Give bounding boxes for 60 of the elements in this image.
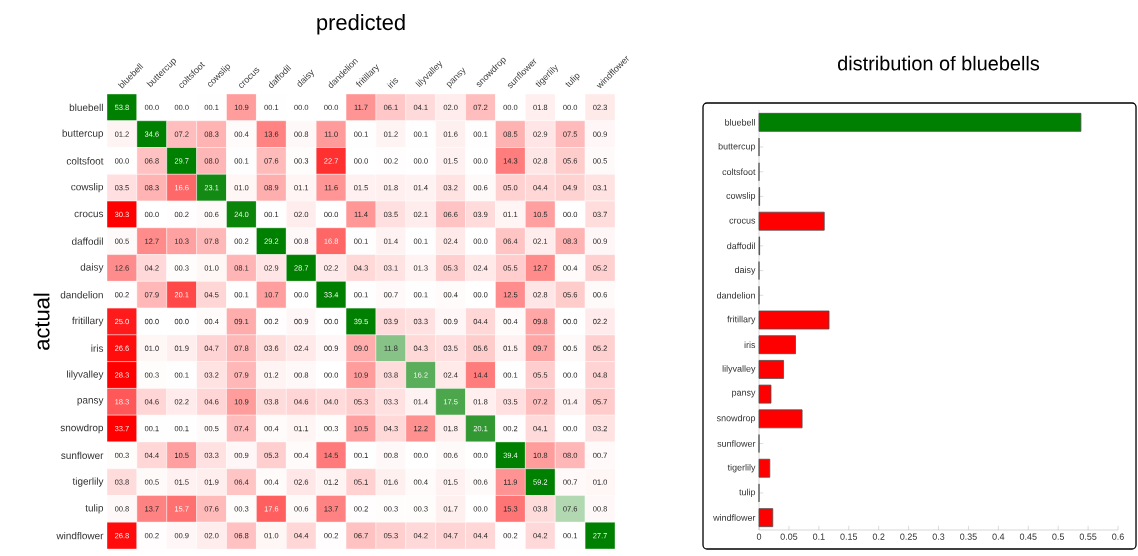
- x-tick-label: 0.55: [1079, 533, 1097, 540]
- y-tick-label: tigerlily: [72, 477, 104, 487]
- y-tick-label: daffodil: [727, 242, 755, 250]
- y-tick-label: snowdrop: [716, 414, 756, 424]
- y-tick-label: iris: [91, 344, 104, 352]
- x-tick-label: 0.45: [1019, 533, 1037, 540]
- y-tick-label: fritillary: [72, 316, 104, 327]
- y-tick-label: cowslip: [726, 192, 756, 201]
- y-tick-label: pansy: [77, 398, 104, 406]
- y-tick-label: coltsfoot: [66, 157, 104, 165]
- y-tick-label: tulip: [739, 488, 756, 498]
- bar: [758, 360, 784, 379]
- y-tick-label: daisy: [734, 266, 756, 275]
- y-axis-title: actual: [33, 293, 50, 350]
- x-axis-title: predicted: [317, 14, 405, 35]
- x-tick-label: 0: [756, 533, 762, 540]
- chart-title: distribution of bluebells: [838, 55, 1040, 71]
- y-tick-label: cowslip: [71, 183, 104, 193]
- x-tick-label: 0.4: [992, 533, 1005, 540]
- bar: [758, 409, 803, 429]
- y-tick-label: dandelion: [60, 291, 103, 299]
- y-tick-label: dandelion: [716, 292, 755, 299]
- x-tick-label: 0.25: [900, 533, 917, 540]
- x-tick-label: tulip: [565, 73, 580, 87]
- y-tick-label: tigerlily: [727, 464, 756, 473]
- y-tick-label: bluebell: [725, 119, 755, 126]
- y-tick-label: snowdrop: [60, 423, 104, 434]
- bar: [758, 335, 796, 355]
- y-tick-label: lilyvalley: [722, 365, 756, 374]
- y-tick-label: tulip: [85, 504, 104, 514]
- x-tick-label: 0.2: [872, 533, 885, 540]
- y-tick-label: iris: [744, 341, 756, 349]
- y-tick-label: fritillary: [727, 315, 756, 325]
- x-tick-label: 0.35: [960, 533, 977, 540]
- x-tick-label: 0.1: [812, 533, 825, 540]
- bar: [758, 384, 772, 404]
- y-tick-label: windflower: [713, 514, 756, 521]
- x-tick-label: 0.6: [1112, 533, 1124, 540]
- x-tick-label: 0.05: [780, 533, 798, 540]
- x-tick-label: 0.15: [840, 533, 858, 540]
- x-tick-label: iris: [386, 78, 399, 89]
- y-tick-label: daisy: [80, 263, 104, 273]
- y-tick-label: coltsfoot: [722, 168, 756, 176]
- y-tick-label: crocus: [729, 218, 756, 224]
- bar: [758, 458, 771, 478]
- bar: [758, 211, 825, 231]
- y-tick-label: buttercup: [62, 129, 104, 139]
- bar: [758, 508, 774, 528]
- y-tick-label: pansy: [732, 390, 756, 398]
- y-tick-label: crocus: [74, 211, 104, 218]
- y-tick-label: buttercup: [718, 142, 756, 152]
- y-tick-label: daffodil: [71, 237, 103, 245]
- bar: [758, 112, 1082, 132]
- y-tick-label: sunflower: [717, 440, 756, 447]
- bar: [758, 310, 830, 330]
- y-tick-label: sunflower: [61, 451, 104, 459]
- y-tick-label: bluebell: [69, 103, 103, 112]
- y-tick-label: lilyvalley: [67, 370, 104, 380]
- x-tick-label: 0.5: [1052, 533, 1065, 540]
- x-tick-label: 0.3: [932, 533, 945, 540]
